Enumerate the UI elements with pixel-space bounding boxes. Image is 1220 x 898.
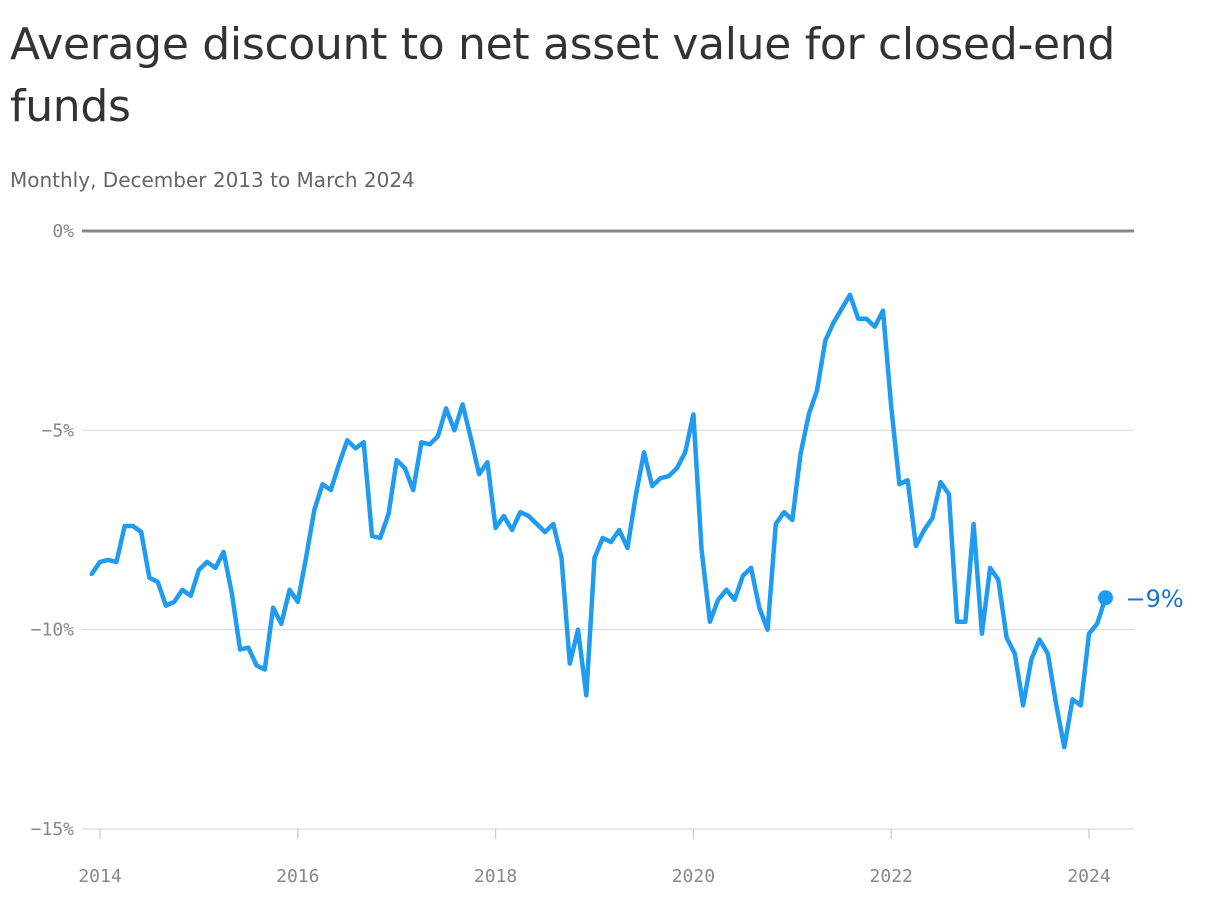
x-tick-label: 2018 (474, 866, 517, 887)
x-tick-label: 2020 (672, 866, 715, 887)
chart-subtitle: Monthly, December 2013 to March 2024 (10, 168, 415, 192)
chart-title: Average discount to net asset value for … (10, 19, 1116, 132)
x-tick-label: 2014 (78, 866, 121, 887)
x-axis-ticks: 2014 2016 2018 2020 2022 2024 (78, 829, 1111, 887)
y-tick-label: 0% (52, 221, 74, 242)
y-tick-label: −5% (41, 420, 74, 441)
x-tick-label: 2022 (870, 866, 913, 887)
x-tick-label: 2016 (276, 866, 319, 887)
y-axis-ticks: 0% −5% −10% −15% (31, 221, 75, 840)
x-tick-label: 2024 (1067, 866, 1110, 887)
series-line (89, 292, 1108, 750)
end-value-label: −9% (1125, 585, 1183, 613)
gridlines (82, 229, 1134, 830)
y-tick-label: −10% (31, 620, 75, 641)
series-layer: −9% (89, 292, 1184, 750)
end-point (1097, 590, 1113, 606)
y-tick-label: −15% (31, 819, 75, 840)
